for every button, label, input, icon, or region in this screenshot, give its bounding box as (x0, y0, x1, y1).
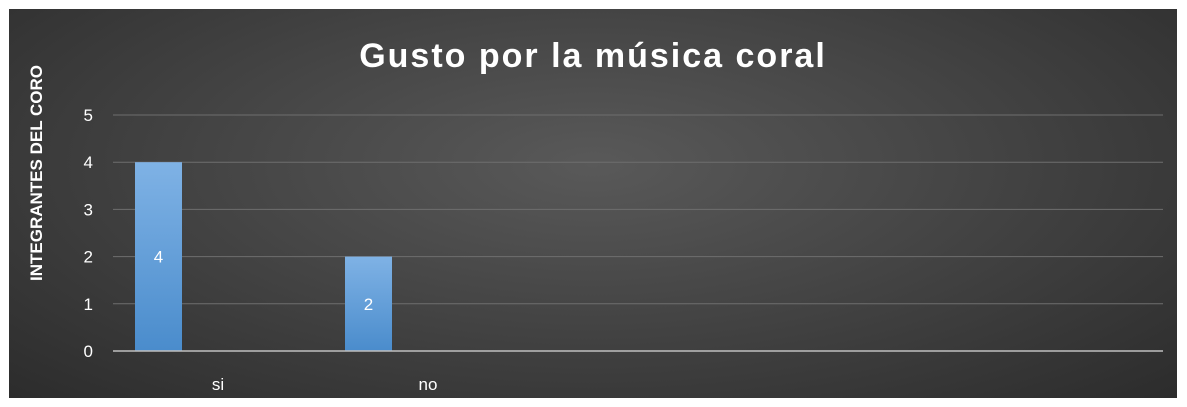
y-tick-label: 1 (84, 295, 93, 314)
bar-chart: Gusto por la música coral INTEGRANTES DE… (27, 37, 1163, 394)
axes: 0 1 2 3 4 5 si no (84, 106, 1163, 394)
y-tick-label: 2 (84, 248, 93, 267)
x-tick-label: si (212, 375, 224, 394)
bar-no (345, 256, 392, 351)
y-tick-label: 4 (84, 153, 93, 172)
gridlines (113, 114, 1163, 305)
bar-si (135, 162, 182, 351)
y-tick-label: 5 (84, 106, 93, 125)
y-axis-label: INTEGRANTES DEL CORO (27, 65, 46, 281)
data-label: 4 (154, 248, 163, 267)
y-tick-label: 3 (84, 200, 93, 219)
chart-title: Gusto por la música coral (359, 37, 827, 75)
data-label: 2 (364, 295, 373, 314)
chart-container: Gusto por la música coral INTEGRANTES DE… (9, 9, 1177, 398)
y-tick-label: 0 (84, 342, 93, 361)
x-tick-label: no (419, 375, 438, 394)
bars: 42 (135, 162, 392, 351)
